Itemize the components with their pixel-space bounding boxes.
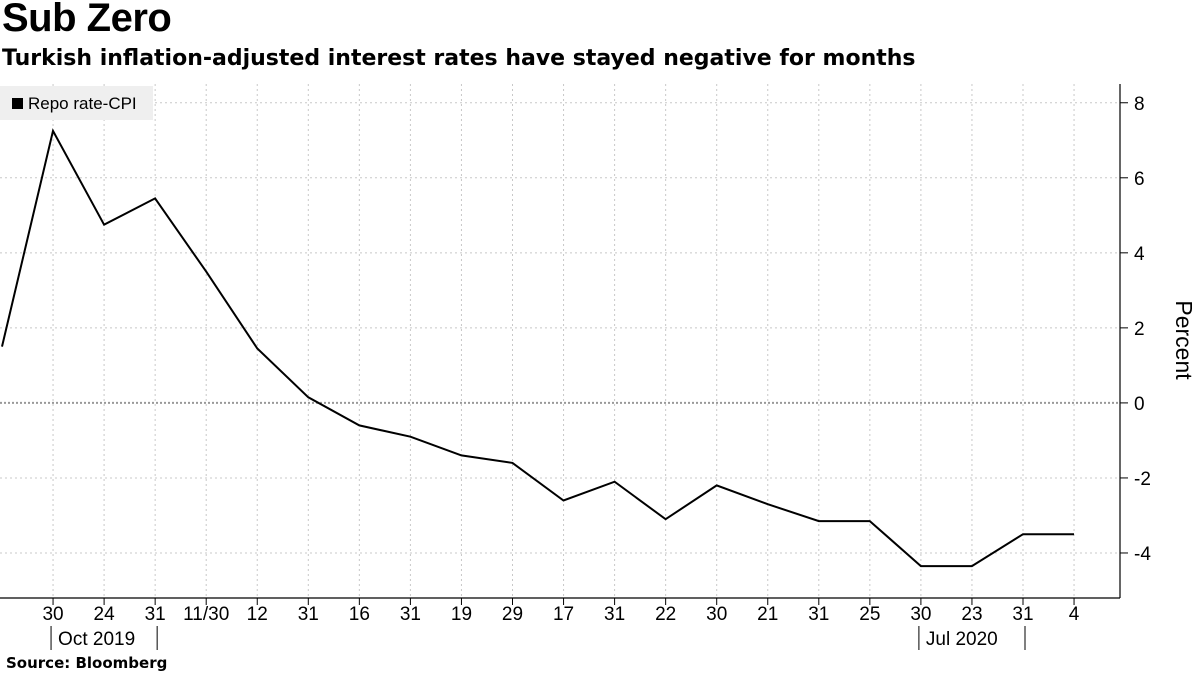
- x-group-labels: Oct 2019 Jul 2020: [50, 626, 1026, 650]
- legend-entry-repo-rate-cpi: Repo rate-CPI: [28, 94, 137, 113]
- y-tick-label: -2: [1134, 469, 1151, 490]
- x-tick-label: 30: [706, 604, 727, 625]
- x-tick-label: 23: [961, 604, 982, 625]
- x-tick-label: 29: [502, 604, 523, 625]
- legend-box: [0, 86, 153, 120]
- x-tick-label: 30: [910, 604, 931, 625]
- series-line-repo-rate-cpi: [1, 128, 1074, 568]
- x-tick-label: 4: [1069, 604, 1080, 625]
- x-tick-label: 31: [604, 604, 625, 625]
- chart-subtitle: Turkish inflation-adjusted interest rate…: [2, 46, 916, 71]
- x-tick-label: 31: [145, 604, 166, 625]
- x-tick-label: 21: [757, 604, 778, 625]
- y-tick-labels: -4 -2 0 2 4 6 8: [1134, 94, 1151, 565]
- x-tick-labels: 30 24 31 11/30 12 31 16 31 19 29 17 31 22 30 21 31 25 30 2…: [42, 604, 1079, 625]
- legend: Repo rate-CPI: [0, 86, 153, 120]
- x-tick-label: 31: [1012, 604, 1033, 625]
- series-lines: [1, 128, 1074, 568]
- axes: [0, 84, 1128, 605]
- x-tick-label: 16: [349, 604, 370, 625]
- x-tick-label: 31: [400, 604, 421, 625]
- x-tick-label: 19: [451, 604, 472, 625]
- x-group-label: Oct 2019: [58, 629, 135, 650]
- x-tick-label: 25: [859, 604, 880, 625]
- y-axis-label: Percent: [1171, 300, 1197, 380]
- x-tick-label: 22: [655, 604, 676, 625]
- x-tick-label: 12: [247, 604, 268, 625]
- x-tick-label: 11/30: [183, 604, 229, 625]
- y-tick-label: 4: [1134, 244, 1145, 265]
- y-tick-label: 8: [1134, 94, 1145, 115]
- grid-lines: [0, 84, 1120, 598]
- y-tick-label: 0: [1134, 394, 1145, 415]
- x-tick-label: 30: [42, 604, 63, 625]
- legend-swatch: [12, 98, 23, 109]
- x-tick-label: 24: [94, 604, 116, 625]
- y-tick-label: -4: [1134, 544, 1151, 565]
- y-tick-label: 2: [1134, 319, 1145, 340]
- chart-title: Sub Zero: [2, 0, 172, 40]
- x-tick-label: 31: [808, 604, 829, 625]
- y-tick-label: 6: [1134, 169, 1145, 190]
- x-tick-label: 31: [298, 604, 319, 625]
- x-group-label: Jul 2020: [926, 629, 998, 650]
- x-tick-label: 17: [553, 604, 574, 625]
- source-note: Source: Bloomberg: [6, 654, 168, 672]
